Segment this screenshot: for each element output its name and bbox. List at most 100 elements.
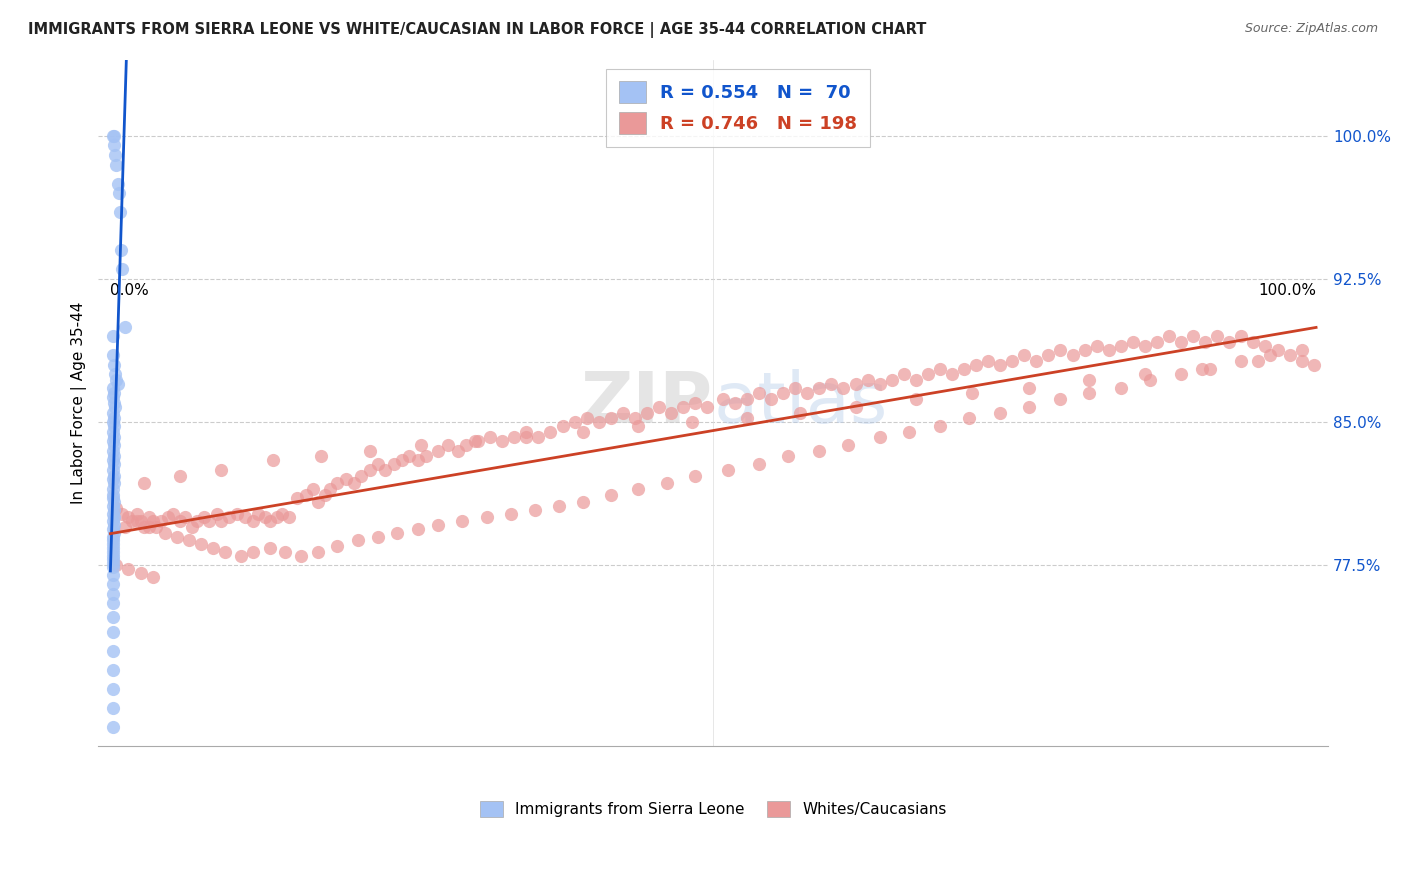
Point bbox=[785, 381, 807, 395]
Point bbox=[503, 430, 526, 444]
Point bbox=[314, 487, 336, 501]
Point bbox=[101, 537, 124, 551]
Point bbox=[121, 514, 143, 528]
Point bbox=[104, 400, 127, 414]
Point bbox=[103, 430, 125, 444]
Point bbox=[977, 354, 1000, 368]
Point bbox=[599, 487, 621, 501]
Point bbox=[648, 400, 671, 414]
Point bbox=[359, 463, 381, 477]
Point bbox=[319, 482, 342, 496]
Point bbox=[904, 373, 927, 387]
Point bbox=[1133, 368, 1156, 382]
Point bbox=[209, 463, 232, 477]
Point bbox=[1078, 386, 1101, 401]
Point bbox=[129, 566, 152, 580]
Text: 0.0%: 0.0% bbox=[111, 283, 149, 298]
Point bbox=[107, 376, 129, 391]
Point bbox=[350, 468, 373, 483]
Point bbox=[101, 128, 124, 143]
Point bbox=[101, 453, 124, 467]
Point bbox=[588, 415, 610, 429]
Point bbox=[1109, 339, 1132, 353]
Point bbox=[198, 514, 221, 528]
Point bbox=[162, 507, 184, 521]
Point bbox=[391, 453, 413, 467]
Point bbox=[427, 443, 450, 458]
Point bbox=[101, 499, 124, 513]
Point bbox=[735, 411, 758, 425]
Point bbox=[657, 476, 679, 491]
Point bbox=[929, 418, 952, 433]
Point bbox=[138, 510, 160, 524]
Point bbox=[917, 368, 939, 382]
Point bbox=[962, 386, 984, 401]
Point bbox=[307, 545, 329, 559]
Point bbox=[174, 510, 197, 524]
Point bbox=[101, 530, 124, 544]
Point bbox=[1291, 354, 1313, 368]
Point bbox=[724, 396, 747, 410]
Point bbox=[103, 518, 125, 533]
Point bbox=[101, 514, 124, 528]
Point bbox=[988, 358, 1011, 372]
Point bbox=[335, 472, 357, 486]
Point bbox=[103, 411, 125, 425]
Point bbox=[523, 503, 546, 517]
Point bbox=[302, 482, 325, 496]
Point bbox=[226, 507, 249, 521]
Point bbox=[1146, 334, 1168, 349]
Point bbox=[277, 510, 299, 524]
Point bbox=[475, 510, 498, 524]
Point bbox=[540, 425, 562, 439]
Point bbox=[177, 533, 200, 548]
Point bbox=[259, 514, 281, 528]
Point bbox=[101, 545, 124, 559]
Point bbox=[101, 390, 124, 404]
Point bbox=[259, 541, 281, 555]
Point bbox=[1170, 368, 1192, 382]
Point bbox=[125, 514, 148, 528]
Point bbox=[190, 537, 212, 551]
Point bbox=[415, 450, 437, 464]
Point bbox=[672, 400, 695, 414]
Point bbox=[1206, 329, 1229, 343]
Point bbox=[1018, 400, 1040, 414]
Point bbox=[856, 373, 879, 387]
Point bbox=[965, 358, 987, 372]
Point bbox=[138, 520, 160, 534]
Point bbox=[820, 376, 842, 391]
Point bbox=[1038, 348, 1060, 362]
Point bbox=[711, 392, 734, 407]
Point bbox=[205, 507, 228, 521]
Point bbox=[103, 358, 125, 372]
Point bbox=[681, 415, 703, 429]
Point bbox=[1078, 373, 1101, 387]
Point bbox=[893, 368, 915, 382]
Point bbox=[169, 514, 191, 528]
Point bbox=[114, 319, 136, 334]
Point bbox=[988, 406, 1011, 420]
Point bbox=[367, 530, 389, 544]
Point bbox=[101, 560, 124, 574]
Point bbox=[117, 562, 139, 576]
Point bbox=[1247, 354, 1270, 368]
Point bbox=[266, 510, 288, 524]
Point bbox=[242, 514, 264, 528]
Point bbox=[1191, 361, 1213, 376]
Point bbox=[242, 545, 264, 559]
Point bbox=[1018, 381, 1040, 395]
Point bbox=[101, 491, 124, 506]
Point bbox=[411, 438, 433, 452]
Y-axis label: In Labor Force | Age 35-44: In Labor Force | Age 35-44 bbox=[72, 301, 87, 504]
Point bbox=[406, 522, 429, 536]
Point bbox=[101, 406, 124, 420]
Point bbox=[235, 510, 257, 524]
Point bbox=[406, 453, 429, 467]
Point bbox=[101, 624, 124, 639]
Point bbox=[1001, 354, 1024, 368]
Point bbox=[193, 510, 215, 524]
Point bbox=[101, 556, 124, 570]
Point bbox=[1230, 354, 1253, 368]
Point bbox=[748, 457, 770, 471]
